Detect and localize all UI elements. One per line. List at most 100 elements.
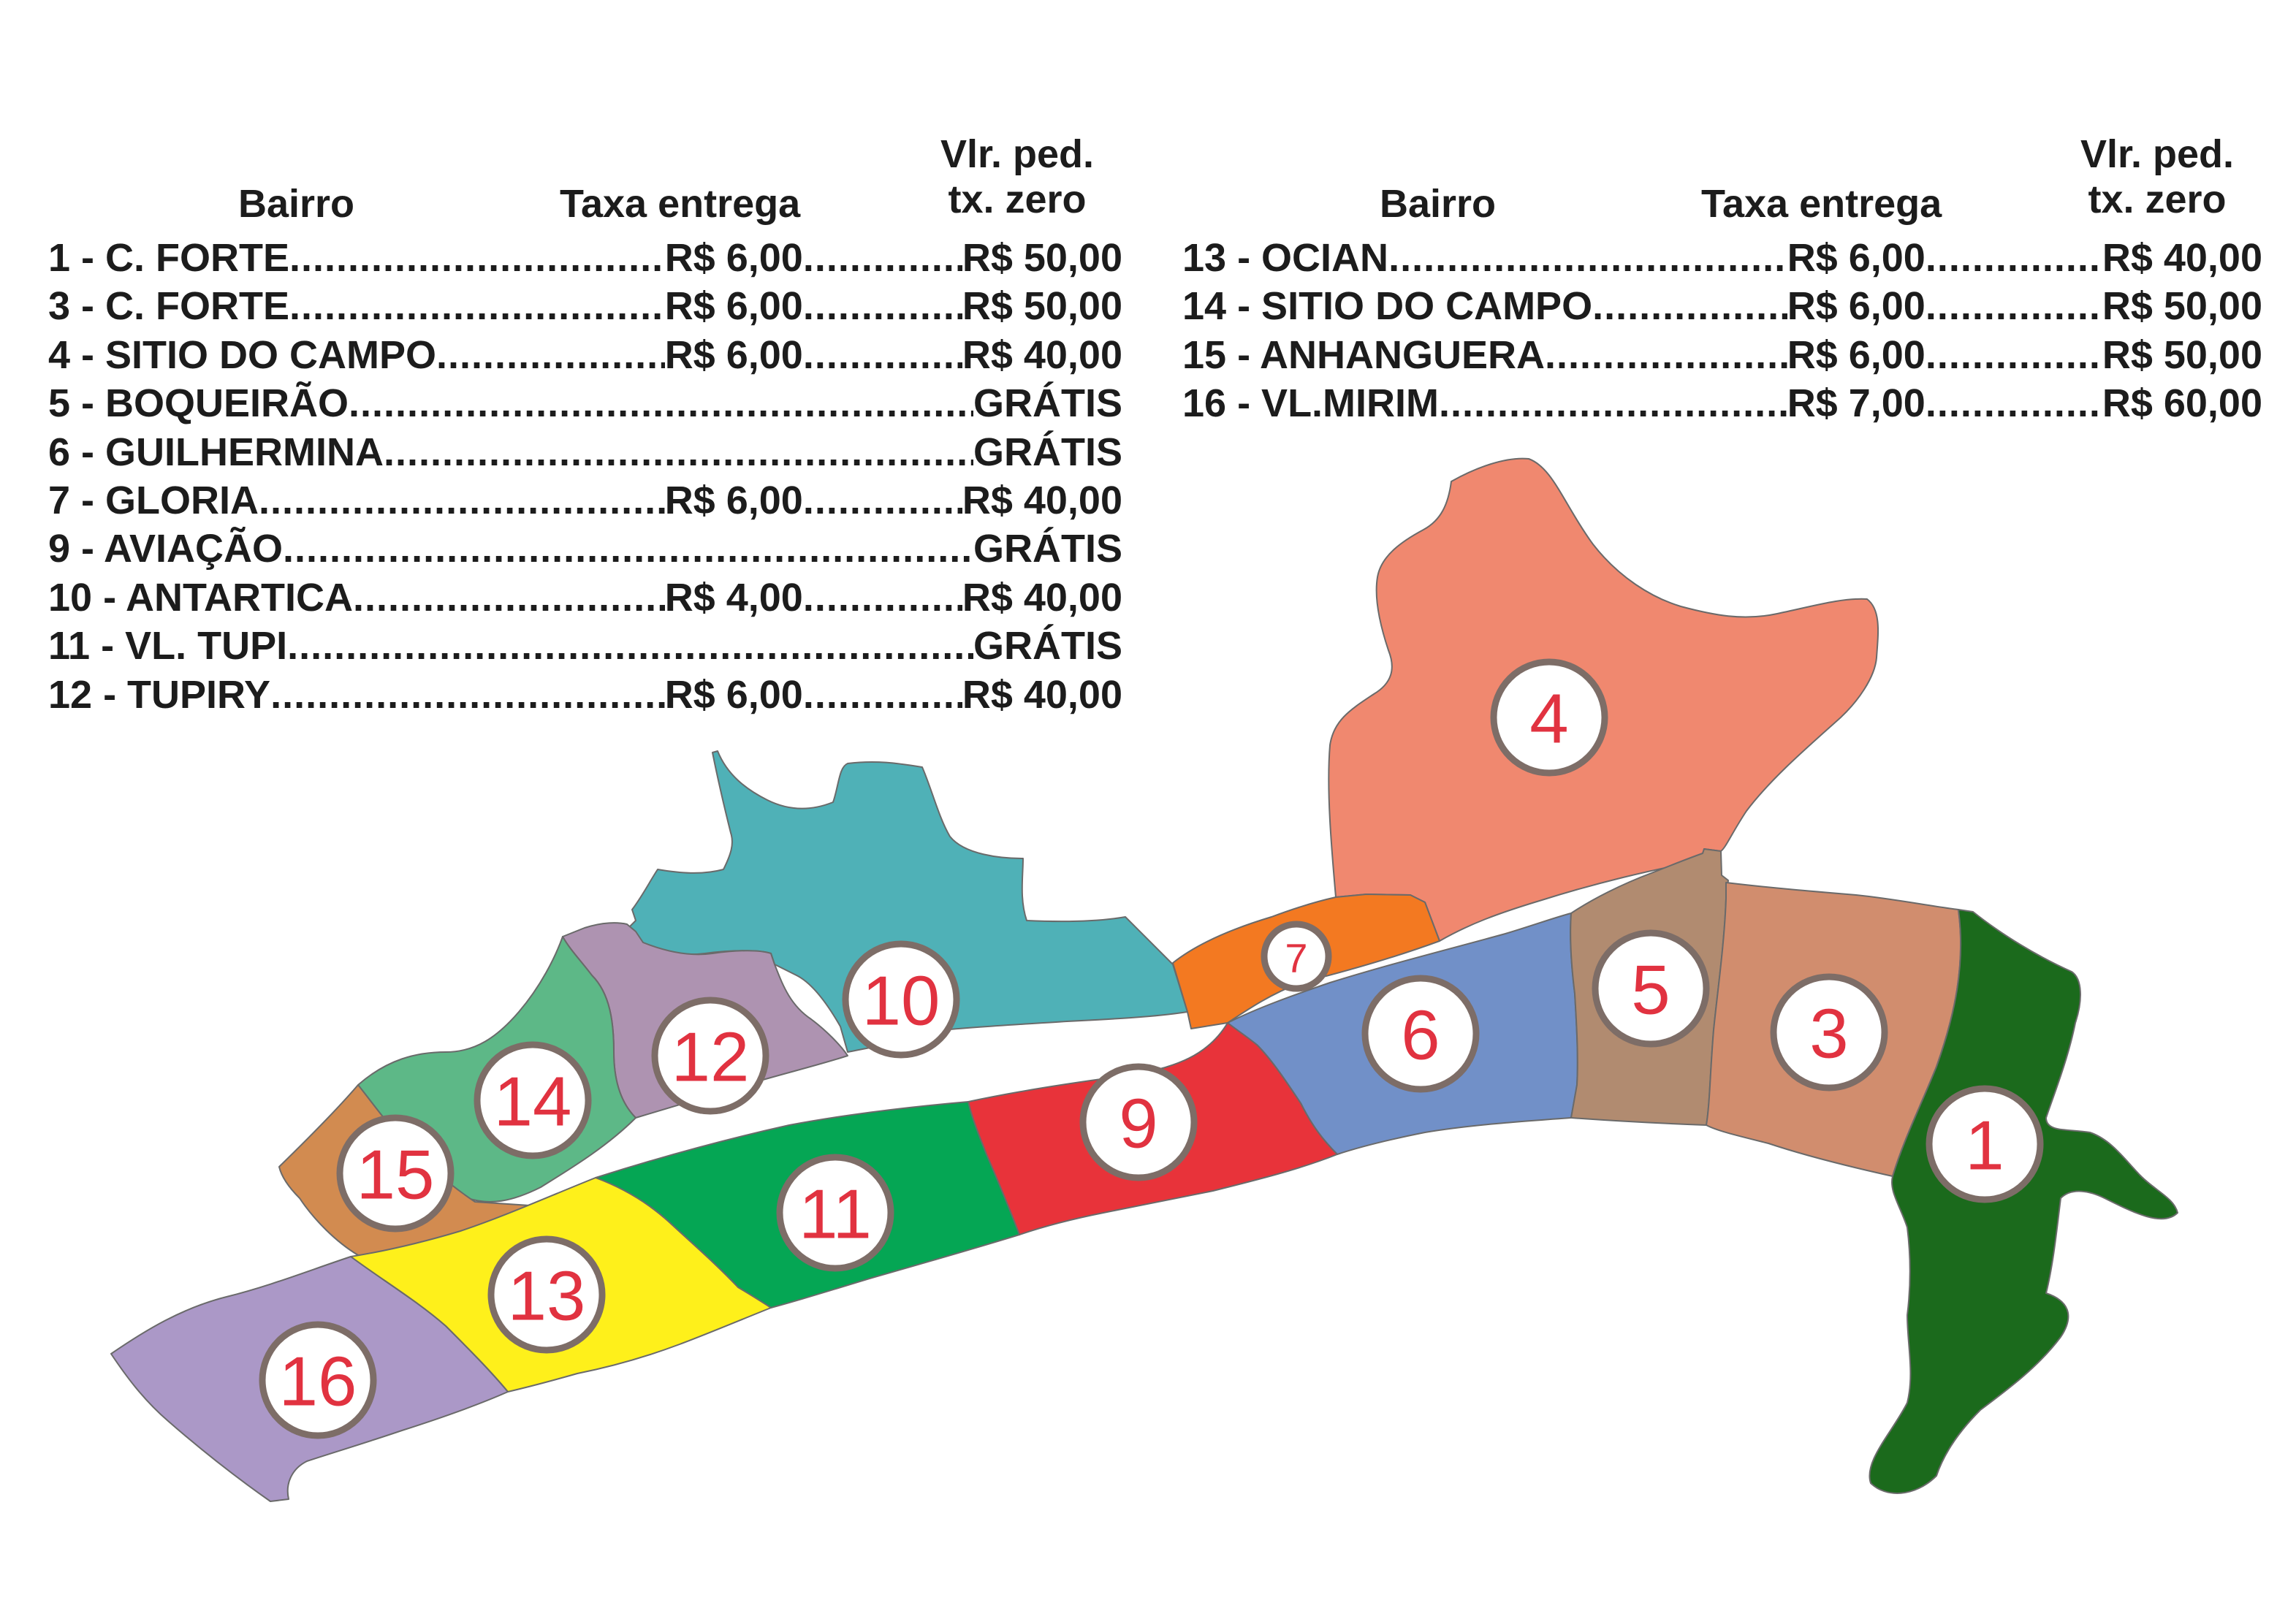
marker-number: 1 — [1965, 1107, 2004, 1185]
bairro-name: 9 - AVIAÇÃO — [48, 527, 284, 571]
header-taxa-entrega: Taxa entrega — [560, 182, 801, 226]
free-delivery-threshold: R$ 50,00 — [2102, 332, 2262, 377]
marker-circle — [842, 940, 960, 1059]
marker-number: 6 — [1401, 997, 1440, 1075]
bairro-name: 15 - ANHANGUERA — [1182, 332, 1546, 377]
table-row: 11 - VL. TUPI GRÁTIS — [48, 622, 1122, 670]
marker-circle — [1592, 929, 1710, 1048]
table-row: 16 - VL.MIRIM R$ 7,00 R$ 60,00 — [1182, 379, 2262, 427]
marker-circle — [1079, 1063, 1198, 1181]
table-row: 10 - ANTARTICA R$ 4,00 R$ 40,00 — [48, 574, 1122, 622]
marker-number: 12 — [672, 1018, 750, 1097]
region-marker-10: 10 — [842, 940, 960, 1059]
free-delivery-threshold: R$ 60,00 — [2102, 381, 2262, 426]
region-10[interactable] — [624, 750, 1188, 1053]
free-delivery-threshold: GRÁTIS — [973, 381, 1122, 426]
marker-number: 13 — [508, 1257, 586, 1336]
bairro-name: 7 - GLORIA — [48, 478, 259, 522]
region-marker-4: 4 — [1490, 658, 1608, 777]
marker-circle — [336, 1114, 455, 1233]
free-delivery-threshold: R$ 50,00 — [2102, 284, 2262, 329]
header-taxa-entrega: Taxa entrega — [1701, 182, 1942, 226]
bairro-name: 4 - SITIO DO CAMPO — [48, 332, 437, 377]
table-row: 15 - ANHANGUERA R$ 6,00 R$ 50,00 — [1182, 331, 2262, 379]
table-row: 7 - GLORIA R$ 6,00 R$ 40,00 — [48, 476, 1122, 525]
region-marker-3: 3 — [1770, 973, 1888, 1092]
bairro-name: 1 - C. FORTE — [48, 236, 290, 280]
marker-circle — [1361, 975, 1480, 1093]
bairro-name: 13 - OCIAN — [1182, 236, 1389, 280]
delivery-fee: R$ 6,00 — [664, 236, 803, 280]
bairro-name: 6 - GUILHERMINA — [48, 430, 384, 474]
bairro-name: 14 - SITIO DO CAMPO — [1182, 284, 1593, 329]
table-row: 6 - GUILHERMINA GRÁTIS — [48, 428, 1122, 476]
region-marker-7: 7 — [1261, 921, 1332, 992]
table-row: 12 - TUPIRY R$ 6,00 R$ 40,00 — [48, 671, 1122, 719]
marker-number: 3 — [1809, 995, 1848, 1073]
header-valor-pedido: Vlr. ped. tx. zero — [940, 132, 1095, 221]
marker-number: 10 — [862, 962, 940, 1040]
marker-number: 4 — [1529, 680, 1568, 758]
free-delivery-threshold: R$ 40,00 — [962, 672, 1122, 717]
region-marker-9: 9 — [1079, 1063, 1198, 1181]
marker-circle — [1261, 921, 1332, 992]
region-marker-5: 5 — [1592, 929, 1710, 1048]
free-delivery-threshold: GRÁTIS — [973, 430, 1122, 474]
table-row: 1 - C. FORTE R$ 6,00 R$ 50,00 — [48, 234, 1122, 282]
delivery-fee: R$ 6,00 — [1787, 236, 1926, 280]
delivery-fee: R$ 6,00 — [1787, 332, 1926, 377]
marker-circle — [776, 1154, 894, 1272]
free-delivery-threshold: R$ 50,00 — [962, 284, 1122, 329]
marker-circle — [474, 1041, 592, 1159]
delivery-fee: R$ 6,00 — [664, 672, 803, 717]
table-header: Bairro Taxa entrega Vlr. ped. tx. zero — [1182, 132, 2262, 234]
bairro-name: 5 - BOQUEIRÃO — [48, 381, 349, 426]
bairro-name: 12 - TUPIRY — [48, 672, 271, 717]
marker-circle — [487, 1235, 606, 1354]
marker-circle — [1770, 973, 1888, 1092]
table-row: 13 - OCIAN R$ 6,00 R$ 40,00 — [1182, 234, 2262, 282]
delivery-fee: R$ 6,00 — [664, 284, 803, 329]
region-marker-16: 16 — [259, 1321, 377, 1439]
region-marker-12: 12 — [651, 997, 769, 1115]
price-table-right: Bairro Taxa entrega Vlr. ped. tx. zero 13… — [1182, 132, 2262, 428]
bairro-name: 16 - VL.MIRIM — [1182, 381, 1440, 426]
marker-number: 7 — [1285, 935, 1307, 981]
marker-circle — [259, 1321, 377, 1439]
bairro-name: 3 - C. FORTE — [48, 284, 290, 329]
table-row: 4 - SITIO DO CAMPO R$ 6,00 R$ 40,00 — [48, 331, 1122, 379]
bairro-name: 10 - ANTARTICA — [48, 575, 353, 620]
table-row: 3 - C. FORTE R$ 6,00 R$ 50,00 — [48, 282, 1122, 330]
region-marker-13: 13 — [487, 1235, 606, 1354]
delivery-fee: R$ 6,00 — [1787, 284, 1926, 329]
table-row: 9 - AVIAÇÃO GRÁTIS — [48, 525, 1122, 573]
free-delivery-threshold: R$ 40,00 — [962, 478, 1122, 522]
marker-number: 16 — [279, 1343, 357, 1421]
price-table-left: Bairro Taxa entrega Vlr. ped. tx. zero 1 … — [48, 132, 1122, 719]
region-marker-11: 11 — [776, 1154, 894, 1272]
table-row: 14 - SITIO DO CAMPO R$ 6,00 R$ 50,00 — [1182, 282, 2262, 330]
region-marker-15: 15 — [336, 1114, 455, 1233]
free-delivery-threshold: R$ 40,00 — [962, 332, 1122, 377]
region-marker-14: 14 — [474, 1041, 592, 1159]
marker-number: 14 — [494, 1063, 572, 1141]
region-marker-6: 6 — [1361, 975, 1480, 1093]
header-bairro: Bairro — [1380, 182, 1497, 226]
table-header: Bairro Taxa entrega Vlr. ped. tx. zero — [48, 132, 1122, 234]
bairro-name: 11 - VL. TUPI — [48, 624, 288, 668]
marker-circle — [651, 997, 769, 1115]
region-1[interactable] — [1869, 909, 2178, 1494]
free-delivery-threshold: R$ 40,00 — [2102, 236, 2262, 280]
header-valor-pedido: Vlr. ped. tx. zero — [2080, 132, 2235, 221]
free-delivery-threshold: GRÁTIS — [973, 624, 1122, 668]
free-delivery-threshold: R$ 40,00 — [962, 575, 1122, 620]
marker-number: 5 — [1631, 951, 1670, 1029]
delivery-fee: R$ 7,00 — [1787, 381, 1926, 426]
marker-circle — [1490, 658, 1608, 777]
header-bairro: Bairro — [238, 182, 355, 226]
marker-number: 11 — [799, 1176, 872, 1254]
delivery-fee: R$ 6,00 — [664, 332, 803, 377]
marker-number: 15 — [357, 1136, 435, 1214]
